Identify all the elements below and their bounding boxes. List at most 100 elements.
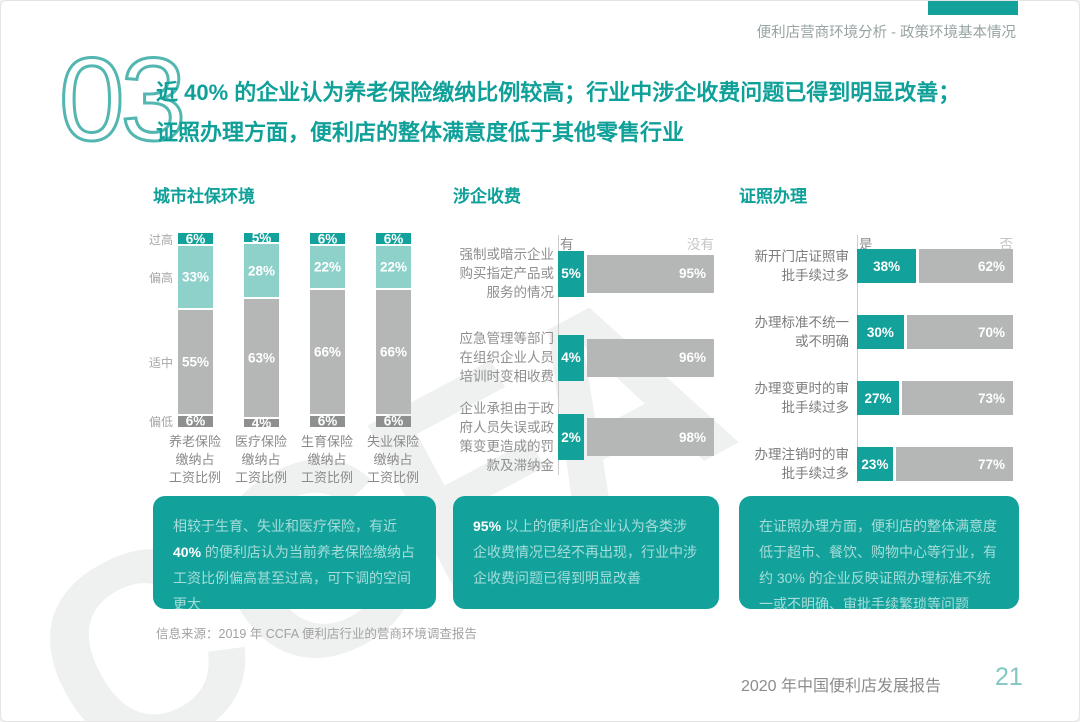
bar-value-label: 55% (181, 354, 210, 370)
chart-row: 办理变更时的审 批手续过多 27% 73% (739, 379, 1013, 417)
bar-value-no: 77% (977, 456, 1005, 472)
page-title: 近 40% 的企业认为养老保险缴纳比例较高；行业中涉企收费问题已得到明显改善； … (156, 73, 1016, 153)
bar-value-no: 70% (977, 324, 1005, 340)
insight-text: 以上的便利店企业认为各类涉企收费情况已经不再出现，行业中涉企收费问题已得到明显改… (473, 518, 697, 586)
x-category-label: 失业保险 缴纳占 工资比例 (366, 434, 419, 485)
bar-segment-yes: 30% (857, 315, 904, 349)
bar-value-no: 62% (977, 258, 1005, 274)
bar-segment-偏低: 6% (178, 413, 213, 429)
bar-value-no: 96% (678, 350, 706, 365)
row-label: 新开门店证照审 批手续过多 (754, 249, 850, 283)
row-label: 强制或暗示企业 购买指定产品或 服务的情况 (459, 247, 555, 300)
bar-segment-no: 96% (587, 338, 714, 377)
row-label: 企业承担由于政 府人员失误或政 策变更造成的罚 款及滞纳金 (459, 401, 555, 473)
y-label-适中: 适中 (148, 356, 173, 371)
insight-text: 在证照办理方面，便利店的整体满意度低于超市、餐饮、购物中心等行业，有约 30% … (759, 518, 997, 612)
bar-value-label: 66% (379, 344, 408, 360)
bar-value-yes: 30% (866, 324, 894, 340)
bar-segment-yes: 2% (558, 414, 584, 460)
bar-segment-适中: 63% (244, 299, 279, 418)
page-title-line1: 近 40% 的企业认为养老保险缴纳比例较高；行业中涉企收费问题已得到明显改善； (156, 80, 961, 105)
bar-segment-no: 73% (902, 381, 1013, 415)
insight-highlight: 95% (473, 518, 502, 534)
bar-segment-偏低: 6% (310, 414, 345, 429)
bar-segment-偏高: 22% (310, 246, 345, 288)
bar-segment-偏高: 28% (244, 244, 279, 298)
col-header-fou: 否 (999, 237, 1014, 252)
bar-value-label: 5% (251, 230, 272, 246)
bar-value-no: 98% (678, 429, 706, 445)
x-category-label: 生育保险 缴纳占 工资比例 (300, 434, 353, 485)
bar-segment-no: 98% (587, 418, 714, 456)
bar-segment-适中: 66% (310, 289, 345, 414)
bar-value-label: 6% (383, 413, 404, 429)
row-label: 办理注销时的审 批手续过多 (754, 447, 850, 481)
bar-value-label: 6% (383, 231, 404, 247)
insight-highlight: 40% (173, 544, 202, 560)
bar-value-label: 22% (379, 259, 408, 275)
report-title: 2020 年中国便利店发展报告 (740, 678, 941, 695)
bar-segment-no: 77% (895, 447, 1013, 481)
bar-segment-yes: 38% (857, 249, 917, 283)
bar-segment-过高: 6% (310, 231, 345, 247)
row-label: 办理标准不统一 或不明确 (754, 315, 850, 349)
bar-segment-过高: 5% (244, 230, 279, 246)
bar-segment-yes: 4% (558, 334, 584, 381)
bar-value-yes: 38% (873, 258, 901, 274)
social-insurance-x-labels: 养老保险 缴纳占 工资比例 医疗保险 缴纳占 工资比例 生育保险 缴纳占 工资比例失… (162, 433, 426, 487)
bar-segment-no: 62% (919, 249, 1013, 283)
license-rows: 新开门店证照审 批手续过多 38% 62% 办理标准不统一 或不明确 30% 70% 办理变… (739, 247, 1013, 483)
data-source-note: 信息来源：2019 年 CCFA 便利店行业的营商环境调查报告 (156, 627, 477, 641)
chart-row: 办理注销时的审 批手续过多 23% 77% (739, 445, 1013, 483)
insight-text: 的便利店认为当前养老保险缴纳占工资比例偏高甚至过高，可下调的空间更大 (173, 544, 415, 612)
bar-segment-no: 95% (587, 254, 714, 293)
insight-box-social-insurance: 相较于生育、失业和医疗保险，有近 40% 的便利店认为当前养老保险缴纳占工资比例… (153, 496, 436, 612)
col-header-shi: 是 (859, 237, 873, 252)
stacked-bar-column: 5% 28% 63% 4% (244, 230, 279, 431)
bar-segment-yes: 5% (558, 250, 584, 297)
chart-row: 办理标准不统一 或不明确 30% 70% (739, 313, 1013, 351)
chart-row: 强制或暗示企业 购买指定产品或 服务的情况 5% 95% (453, 245, 714, 302)
bar-segment-偏低: 6% (376, 413, 411, 429)
bar-value-label: 63% (247, 350, 276, 366)
chart-title-enterprise-fees: 涉企收费 (453, 187, 521, 206)
page-number: 21 (995, 663, 1023, 691)
bar-value-yes: 5% (561, 266, 581, 281)
enterprise-fees-col-headers: 有 没有 (560, 233, 716, 253)
chart-row: 应急管理等部门 在组织企业人员 培训时变相收费 4% 96% (453, 329, 714, 386)
insight-text: 相较于生育、失业和医疗保险，有近 (173, 518, 397, 534)
chart-title-social-insurance: 城市社保环境 (153, 187, 255, 206)
chart-row: 新开门店证照审 批手续过多 38% 62% (739, 247, 1013, 285)
stacked-bar-column: 6% 22% 66% 6% (376, 231, 411, 429)
license-axis-line (857, 235, 858, 483)
y-label-偏低: 偏低 (148, 415, 173, 430)
enterprise-fees-rows: 强制或暗示企业 购买指定产品或 服务的情况 5% 95% 应急管理等部门 在组织企业人… (453, 245, 714, 475)
insight-box-enterprise-fees: 95% 以上的便利店企业认为各类涉企收费情况已经不再出现，行业中涉企收费问题已得… (453, 496, 719, 609)
bar-value-yes: 23% (861, 456, 889, 472)
social-insurance-y-labels: 过高 偏高 适中 偏低 (139, 232, 173, 430)
insight-box-license: 在证照办理方面，便利店的整体满意度低于超市、餐饮、购物中心等行业，有约 30% … (739, 496, 1019, 612)
bar-segment-适中: 55% (178, 310, 213, 414)
chart-row: 企业承担由于政 府人员失误或政 策变更造成的罚 款及滞纳金 2% 98% (453, 399, 714, 475)
row-bar-track: 30% 70% (857, 315, 1013, 349)
row-bar-track: 5% 95% (558, 250, 714, 297)
bar-value-label: 22% (313, 259, 342, 275)
bar-segment-过高: 6% (376, 231, 411, 247)
bar-value-yes: 2% (561, 429, 581, 445)
bar-segment-偏高: 33% (178, 246, 213, 309)
chart-title-license-handling: 证照办理 (739, 187, 807, 206)
row-bar-track: 27% 73% (857, 381, 1013, 415)
y-label-过高: 过高 (148, 232, 173, 247)
row-bar-track: 4% 96% (558, 334, 714, 381)
header-accent-bar (928, 1, 1018, 15)
x-category-label: 医疗保险 缴纳占 工资比例 (234, 434, 287, 485)
license-col-headers: 是 否 (859, 233, 1015, 253)
bar-value-no: 95% (678, 266, 706, 281)
social-insurance-bars: 6% 33% 55% 6% 5% 28% 63% 4% 6% 22% 66% 6% 6% 22% 66% 6% (178, 230, 411, 431)
bar-value-label: 66% (313, 344, 342, 360)
y-label-偏高: 偏高 (148, 271, 173, 286)
bar-value-label: 6% (317, 231, 338, 247)
bar-value-label: 6% (185, 413, 206, 429)
row-bar-track: 38% 62% (857, 249, 1013, 283)
